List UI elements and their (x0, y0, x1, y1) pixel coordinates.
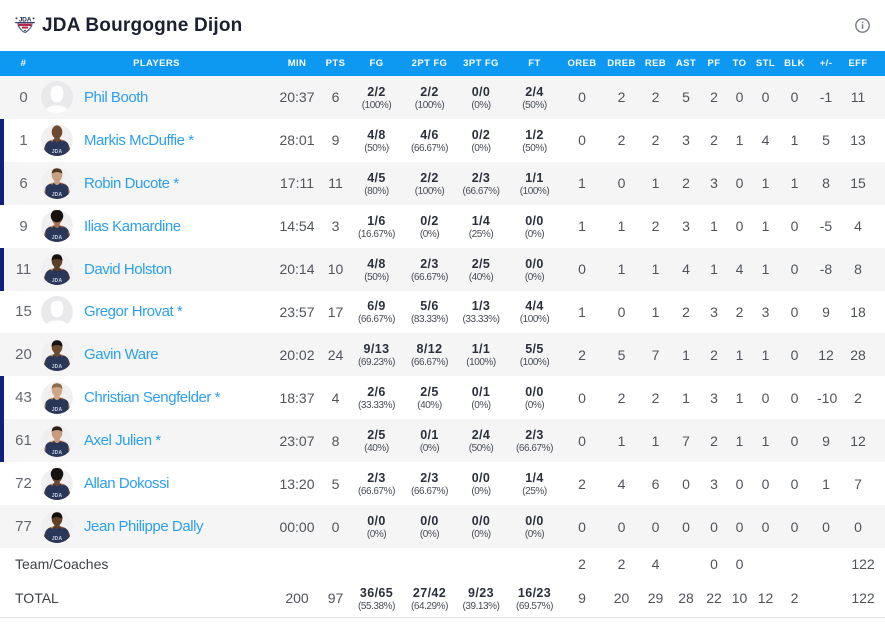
svg-text:JDA: JDA (52, 235, 63, 241)
svg-text:JDA: JDA (19, 17, 32, 24)
svg-text:JDA: JDA (52, 493, 63, 499)
svg-text:JDA: JDA (52, 278, 63, 284)
svg-text:JDA: JDA (52, 364, 63, 370)
svg-text:JDA: JDA (52, 150, 63, 156)
svg-text:JDA: JDA (52, 407, 63, 413)
svg-text:JDA: JDA (52, 450, 63, 456)
svg-text:JDA: JDA (52, 192, 63, 198)
svg-text:JDA: JDA (52, 536, 63, 542)
